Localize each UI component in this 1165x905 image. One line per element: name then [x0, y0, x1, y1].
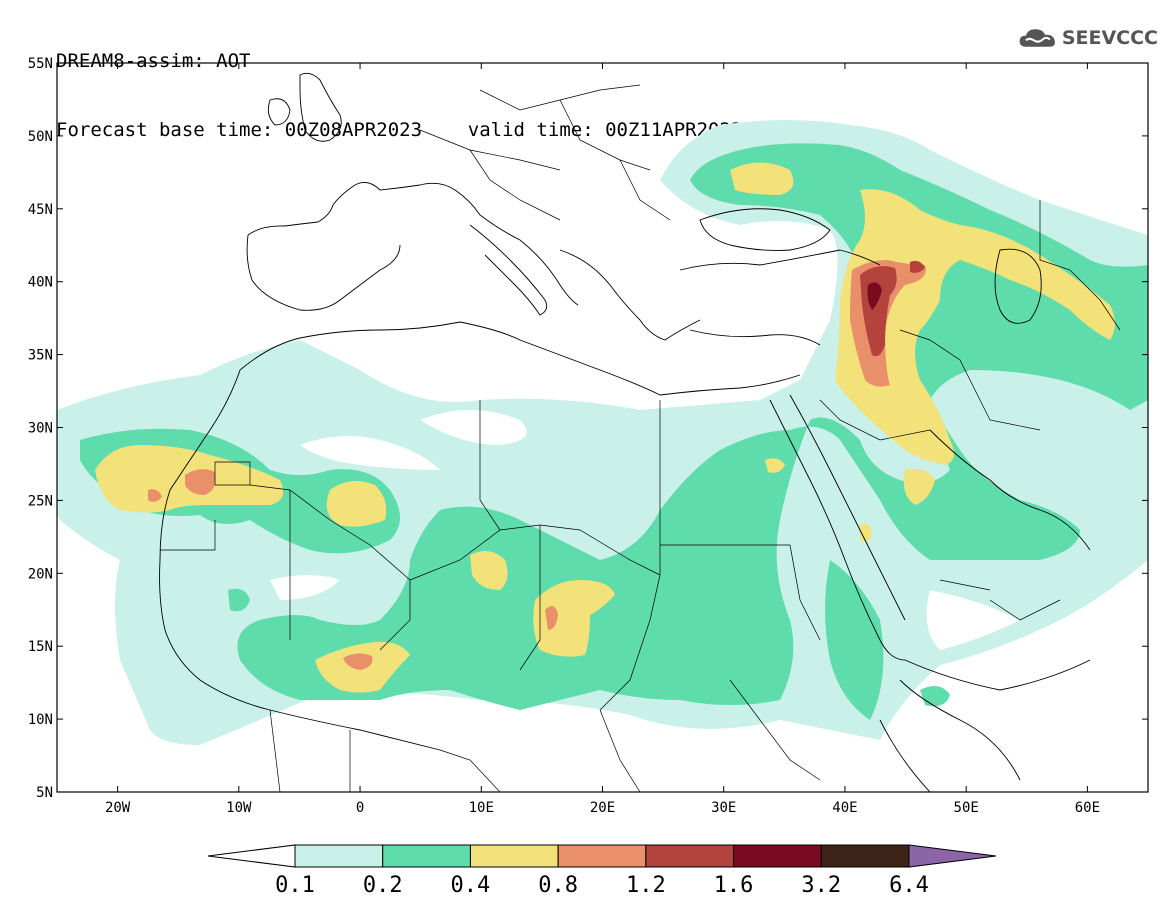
title-line: DREAM8-assim: AOT: [56, 50, 251, 72]
colorbar-label: 1.6: [714, 873, 754, 898]
colorbar-swatch: [382, 844, 471, 868]
colorbar-label: 6.4: [889, 873, 929, 898]
colorbar-swatch: [469, 844, 559, 868]
lat-tick-label: 30N: [28, 421, 53, 437]
colorbar-label: 3.2: [801, 873, 841, 898]
colorbar-swatch: [645, 844, 735, 868]
colorbar-swatch: [557, 844, 647, 868]
lon-tick-label: 10E: [469, 800, 494, 816]
country-borders: [160, 84, 1121, 792]
british-isles: [267, 72, 342, 142]
cloud-icon: [1019, 29, 1055, 47]
lon-tick-label: 10W: [226, 800, 252, 816]
lat-tick-label: 45N: [28, 202, 53, 218]
axis-ticks: 20W 10W 0 10E 20E 30E 40E 50E 60E 55N 50N 45N 40N 35N…: [28, 56, 1148, 816]
colorbar-swatch: [733, 844, 822, 868]
lon-tick-label: 0: [356, 800, 364, 816]
colorbar-label: 0.8: [538, 873, 578, 898]
lat-tick-label: 15N: [28, 639, 53, 655]
lat-tick-label: 55N: [28, 56, 53, 72]
lon-tick-label: 40E: [832, 800, 857, 816]
colorbar-label: 0.4: [451, 873, 491, 898]
colorbar-swatch: [294, 844, 384, 868]
chart-header: DREAM8-assim: AOT Forecast base time: 00…: [56, 4, 811, 165]
lat-tick-label: 35N: [28, 348, 53, 364]
coastlines: [159, 181, 1091, 792]
colorbar-swatch: [820, 844, 910, 868]
lon-tick-label: 20E: [590, 800, 615, 816]
lon-tick-label: 30E: [711, 800, 736, 816]
colorbar: 0.1 0.2 0.4 0.8 1.2 1.6 3.2 6.4: [207, 844, 997, 898]
lat-tick-label: 20N: [28, 566, 53, 582]
colorbar-label: 1.2: [626, 873, 666, 898]
lat-tick-label: 10N: [28, 712, 53, 728]
colorbar-label: 0.1: [275, 873, 315, 898]
lon-tick-label: 60E: [1075, 800, 1100, 816]
lat-tick-label: 50N: [28, 129, 53, 145]
logo-text: SEEVCCC: [1061, 27, 1158, 49]
aot-field: [57, 72, 1148, 792]
lon-tick-label: 20W: [105, 800, 131, 816]
lat-tick-label: 40N: [28, 275, 53, 291]
aot-level-1.6: [867, 282, 882, 310]
seevccc-logo: SEEVCCC: [1018, 20, 1158, 56]
timing-line: Forecast base time: 00Z08APR2023 valid t…: [56, 119, 811, 141]
colorbar-lower-arrow: [207, 844, 296, 868]
lon-tick-label: 50E: [954, 800, 979, 816]
colorbar-label: 0.2: [363, 873, 403, 898]
lat-tick-label: 25N: [28, 493, 53, 509]
lat-tick-label: 5N: [36, 785, 53, 801]
colorbar-upper-arrow: [908, 844, 997, 868]
